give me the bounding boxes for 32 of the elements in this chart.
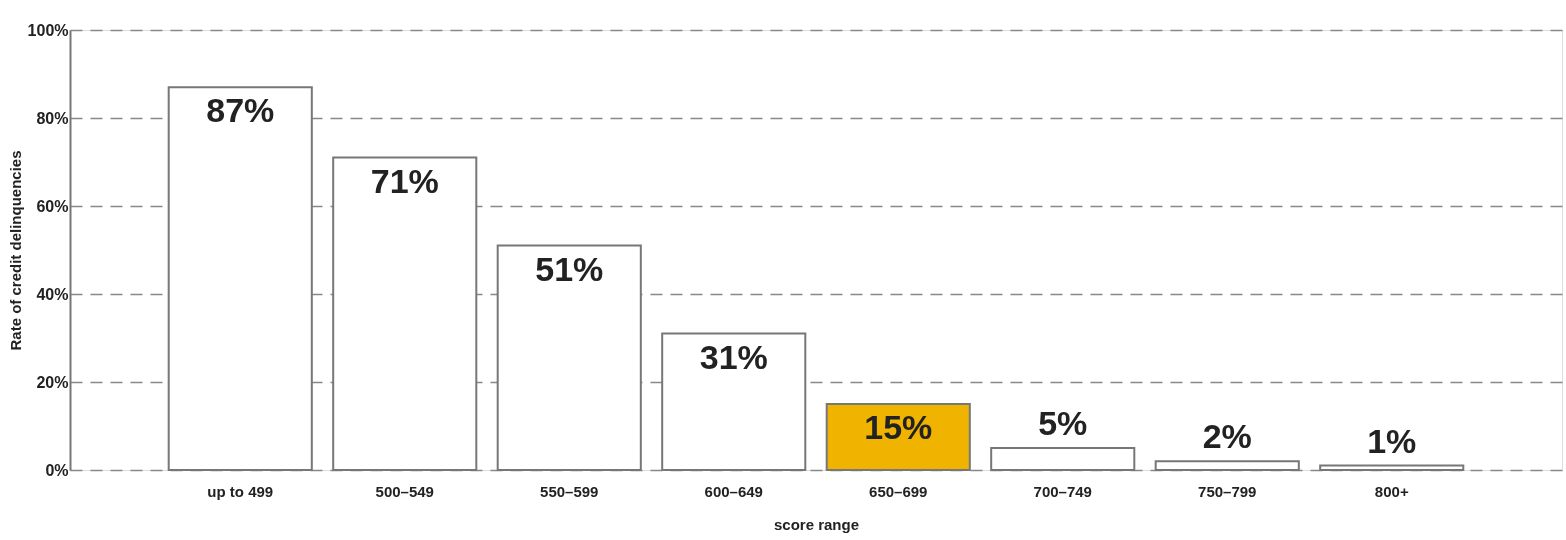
bar — [332, 156, 478, 471]
y-tick-label: 60% — [36, 197, 69, 215]
bar — [1154, 460, 1300, 471]
bar — [1319, 464, 1465, 471]
data-label: 5% — [1038, 404, 1088, 442]
x-tick-label: 800+ — [1374, 482, 1409, 500]
y-tick-label: 100% — [27, 21, 69, 39]
data-label: 31% — [699, 337, 768, 376]
bar — [496, 244, 642, 471]
x-tick-label: 700–749 — [1033, 482, 1092, 500]
y-tick-label: 0% — [45, 461, 69, 479]
x-tick-label: 600–649 — [704, 482, 763, 500]
x-tick-label: 550–599 — [540, 482, 599, 500]
y-tick-label: 20% — [36, 373, 69, 391]
data-label: 2% — [1202, 417, 1252, 456]
bar — [167, 86, 313, 471]
x-tick-label: up to 499 — [207, 482, 274, 500]
y-axis-title: Rate of credit delinquencies — [6, 150, 24, 351]
x-tick-label: 500–549 — [375, 482, 434, 500]
data-label: 71% — [370, 161, 439, 200]
data-label: 87% — [206, 91, 275, 130]
y-tick-label: 40% — [36, 285, 69, 303]
x-axis-title: score range — [773, 515, 860, 533]
x-tick-label: 750–799 — [1198, 482, 1257, 500]
bar — [661, 332, 807, 471]
bar — [825, 403, 971, 471]
x-tick-label: 650–699 — [869, 482, 928, 500]
data-label: 1% — [1367, 421, 1417, 460]
data-label: 51% — [535, 249, 604, 288]
data-label: 15% — [864, 408, 933, 446]
bar — [990, 447, 1136, 471]
y-tick-label: 80% — [36, 109, 69, 127]
